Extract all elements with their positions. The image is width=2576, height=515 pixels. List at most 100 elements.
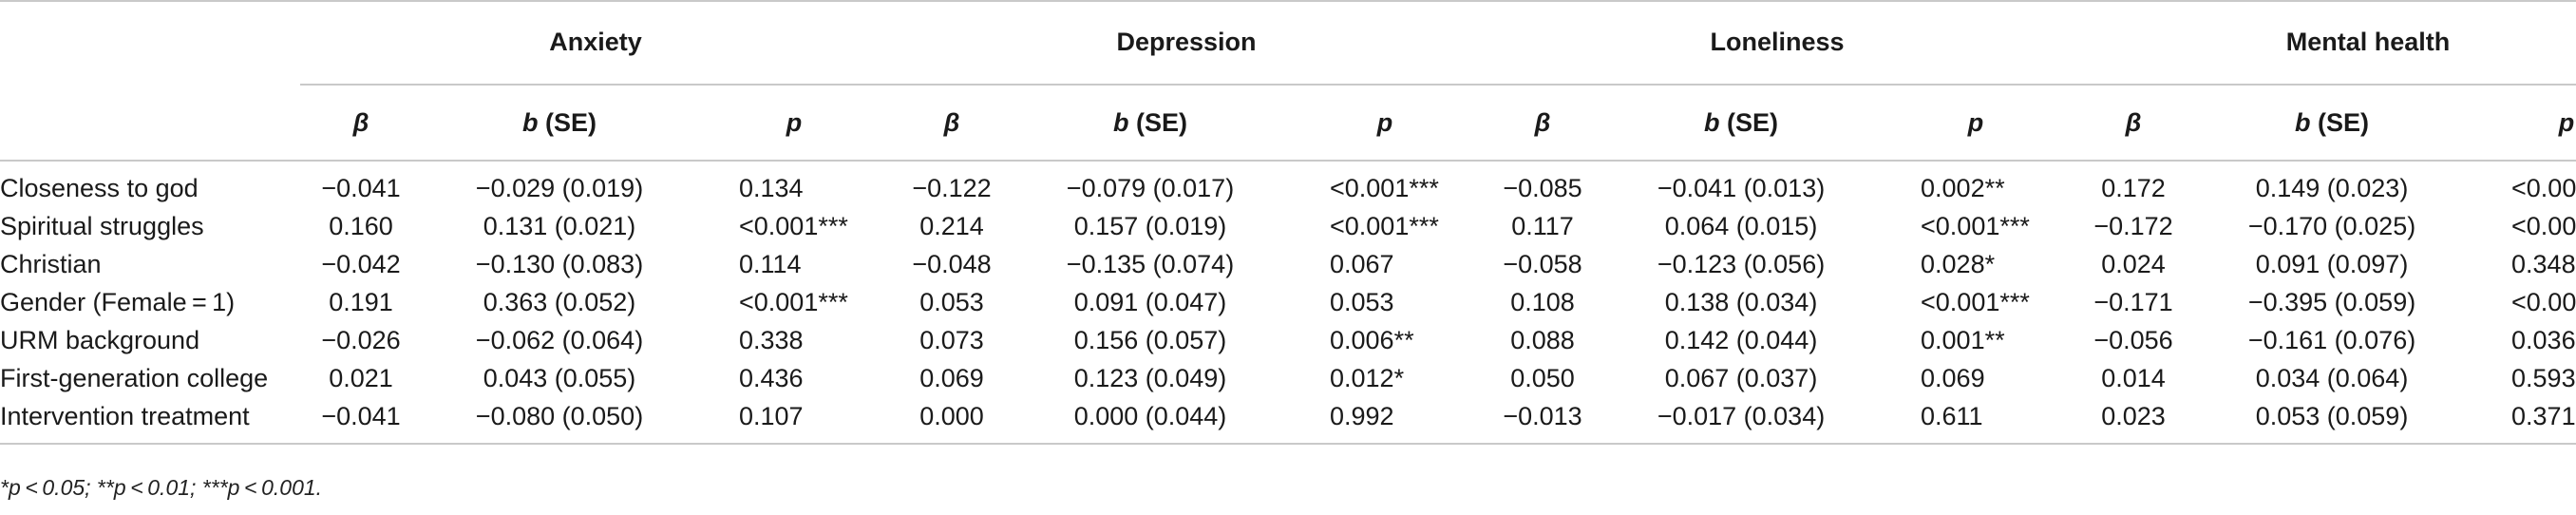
subheader-beta: β [300, 85, 422, 162]
p-value-cell: 0.053 [1288, 283, 1482, 321]
b-se-value: 0.363 (0.052) [483, 287, 636, 316]
table-footnote: *p < 0.05; **p < 0.01; ***p < 0.001. [0, 475, 323, 500]
p-value: 0.069 [1921, 363, 1985, 392]
p-value: 0.067 [1330, 249, 1394, 278]
p-value-cell: 0.338 [697, 321, 891, 359]
subheader-beta: β [1482, 85, 1604, 162]
p-value: <0.001*** [2511, 173, 2576, 202]
p-value: 0.053 [1330, 287, 1394, 316]
p-value: <0.001*** [1921, 287, 2030, 316]
p-value-cell: <0.001*** [1879, 283, 2073, 321]
beta-value: −0.172 [2093, 211, 2173, 240]
p-value: 0.992 [1330, 401, 1394, 430]
beta-value: 0.117 [1511, 211, 1574, 240]
beta-value: 0.053 [919, 287, 984, 316]
p-value: 0.611 [1921, 401, 1983, 430]
group-header-mental-health: Mental health [2073, 0, 2576, 86]
beta-value: 0.088 [1510, 325, 1575, 354]
subheader-b-se: b (SE) [1603, 85, 1880, 162]
b-se-value: −0.017 (0.034) [1603, 397, 1880, 445]
p-value-cell: <0.001*** [697, 207, 891, 245]
p-value-cell: 0.002** [1879, 161, 2073, 207]
row-label: First-generation college [0, 363, 269, 392]
b-se-value: 0.043 (0.055) [483, 363, 636, 392]
b-se-value: −0.135 (0.074) [1066, 249, 1235, 278]
b-se-value: −0.123 (0.056) [1657, 249, 1826, 278]
p-value: 0.028* [1921, 249, 1996, 278]
table-row: Closeness to god −0.041 −0.029 (0.019) 0.13… [0, 161, 2576, 207]
subheader-blank [0, 85, 300, 162]
subheader-b-letter: b [2295, 107, 2311, 137]
beta-value: −0.171 [2093, 287, 2173, 316]
p-value-cell: <0.001*** [2470, 283, 2576, 321]
table-row: Gender (Female = 1) 0.191 0.363 (0.052) <0.… [0, 283, 2576, 321]
b-se-value: 0.138 (0.034) [1664, 287, 1818, 316]
p-value-cell: 0.348 [2470, 245, 2576, 283]
subheader-b-letter: b [1704, 107, 1720, 137]
subheader-b-letter: b [521, 107, 539, 137]
p-value: 0.114 [739, 249, 802, 278]
b-se-value: −0.395 (0.059) [2247, 287, 2416, 316]
p-value: <0.001*** [1330, 211, 1439, 240]
p-value: 0.593 [2511, 363, 2576, 392]
beta-value: 0.073 [919, 325, 984, 354]
b-se-value: −0.161 (0.076) [2247, 325, 2416, 354]
beta-value: 0.014 [2101, 363, 2166, 392]
p-value: <0.001*** [2511, 211, 2576, 240]
row-label: URM background [0, 325, 200, 354]
beta-value: 0.191 [329, 287, 393, 316]
regression-table: Anxiety Depression Loneliness Mental hea… [0, 0, 2576, 445]
p-value-cell: 0.028* [1879, 245, 2073, 283]
subheader-b-se: b (SE) [1013, 85, 1288, 162]
b-se-value: 0.064 (0.015) [1664, 211, 1818, 240]
b-se-value: 0.157 (0.019) [1073, 211, 1227, 240]
beta-value: −0.058 [1503, 249, 1582, 278]
row-label: Christian [0, 249, 102, 278]
p-value-cell: 0.134 [697, 161, 891, 207]
p-value: 0.036* [2511, 325, 2576, 354]
p-value-cell: <0.001*** [697, 283, 891, 321]
beta-value: −0.122 [912, 173, 992, 202]
table-row: URM background −0.026 −0.062 (0.064) 0.338 0… [0, 321, 2576, 359]
corner-blank [0, 0, 300, 85]
beta-value: 0.108 [1510, 287, 1575, 316]
group-header-anxiety: Anxiety [300, 0, 891, 86]
beta-value: −0.041 [321, 173, 401, 202]
table-row: First-generation college 0.021 0.043 (0.05… [0, 359, 2576, 397]
subheader-se-label: (SE) [1128, 107, 1187, 137]
b-se-value: 0.000 (0.044) [1013, 397, 1288, 445]
p-value: 0.348 [2511, 249, 2576, 278]
b-se-value: 0.091 (0.047) [1073, 287, 1227, 316]
p-value-cell: 0.036* [2470, 321, 2576, 359]
b-se-value: −0.170 (0.025) [2247, 211, 2416, 240]
beta-value: 0.021 [329, 363, 393, 392]
b-se-value: 0.123 (0.049) [1073, 363, 1227, 392]
table-row: Christian −0.042 −0.130 (0.083) 0.114 −0.048… [0, 245, 2576, 283]
b-se-value: −0.041 (0.013) [1657, 173, 1826, 202]
subheader-beta: β [2073, 85, 2195, 162]
b-se-value: −0.079 (0.017) [1066, 173, 1235, 202]
p-value-cell: 0.436 [697, 359, 891, 397]
group-header-depression: Depression [891, 0, 1483, 86]
p-value-cell: 0.006** [1288, 321, 1482, 359]
p-value: 0.002** [1921, 173, 2005, 202]
b-se-value: 0.034 (0.064) [2255, 363, 2409, 392]
p-value: 0.012* [1330, 363, 1405, 392]
b-se-value: 0.156 (0.057) [1073, 325, 1227, 354]
subheader-p: p [697, 85, 891, 162]
beta-value: −0.042 [321, 249, 401, 278]
p-value-cell: 0.611 [1879, 397, 2074, 445]
beta-value: 0.172 [2101, 173, 2166, 202]
subheader-se-label: (SE) [1719, 107, 1779, 137]
p-value: 0.338 [739, 325, 804, 354]
p-value-cell: <0.001*** [1288, 161, 1482, 207]
p-value-cell: 0.371 [2470, 397, 2576, 445]
p-value: <0.001*** [2511, 287, 2576, 316]
p-value-cell: <0.001*** [2470, 207, 2576, 245]
beta-value: −0.085 [1503, 173, 1582, 202]
p-value: 0.006** [1330, 325, 1414, 354]
beta-value: −0.056 [2093, 325, 2173, 354]
subheader-p: p [1879, 85, 2074, 162]
b-se-value: −0.029 (0.019) [475, 173, 644, 202]
p-value-cell: <0.001*** [1288, 207, 1482, 245]
